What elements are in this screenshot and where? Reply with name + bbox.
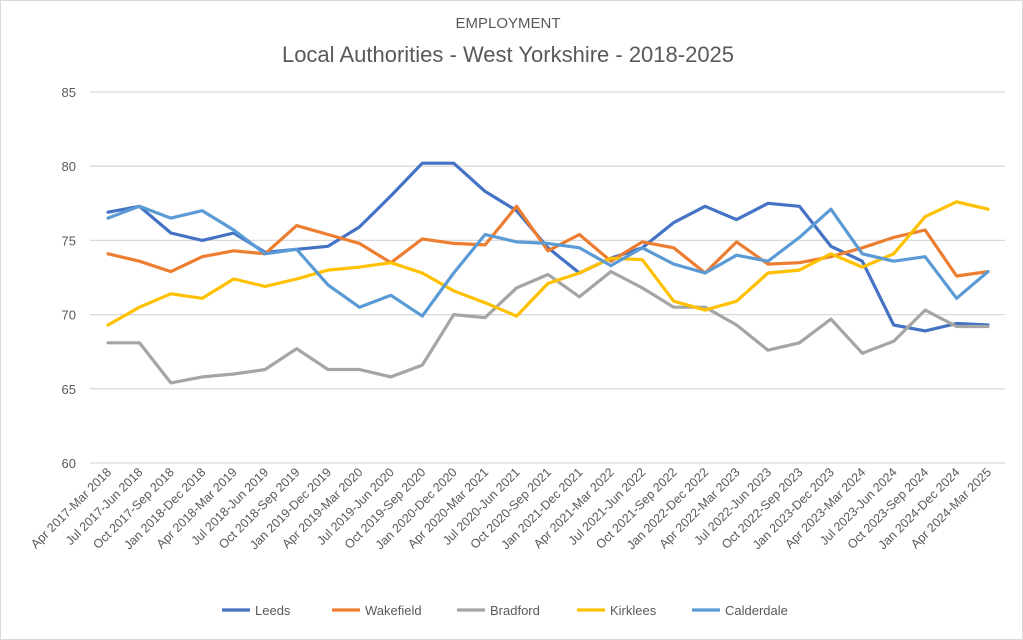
y-tick-label: 85 bbox=[62, 85, 76, 100]
y-tick-label: 60 bbox=[62, 456, 76, 471]
y-tick-label: 70 bbox=[62, 308, 76, 323]
legend-item-wakefield: Wakefield bbox=[332, 603, 422, 618]
series-line-wakefield bbox=[106, 204, 990, 278]
chart-subtitle: Local Authorities - West Yorkshire - 201… bbox=[282, 42, 734, 67]
y-tick-label: 75 bbox=[62, 233, 76, 248]
legend-item-kirklees: Kirklees bbox=[577, 603, 657, 618]
legend-label: Calderdale bbox=[725, 603, 788, 618]
y-tick-label: 65 bbox=[62, 382, 76, 397]
legend-label: Leeds bbox=[255, 603, 291, 618]
legend-item-calderdale: Calderdale bbox=[692, 603, 788, 618]
legend-label: Bradford bbox=[490, 603, 540, 618]
legend-item-bradford: Bradford bbox=[457, 603, 540, 618]
series-line-calderdale bbox=[106, 204, 990, 318]
legend-item-leeds: Leeds bbox=[222, 603, 291, 618]
chart-title: EMPLOYMENT bbox=[455, 15, 560, 32]
series-line-kirklees bbox=[106, 200, 990, 327]
y-tick-label: 80 bbox=[62, 159, 76, 174]
legend-label: Kirklees bbox=[610, 603, 657, 618]
series-line-bradford bbox=[106, 270, 990, 385]
legend-label: Wakefield bbox=[365, 603, 422, 618]
